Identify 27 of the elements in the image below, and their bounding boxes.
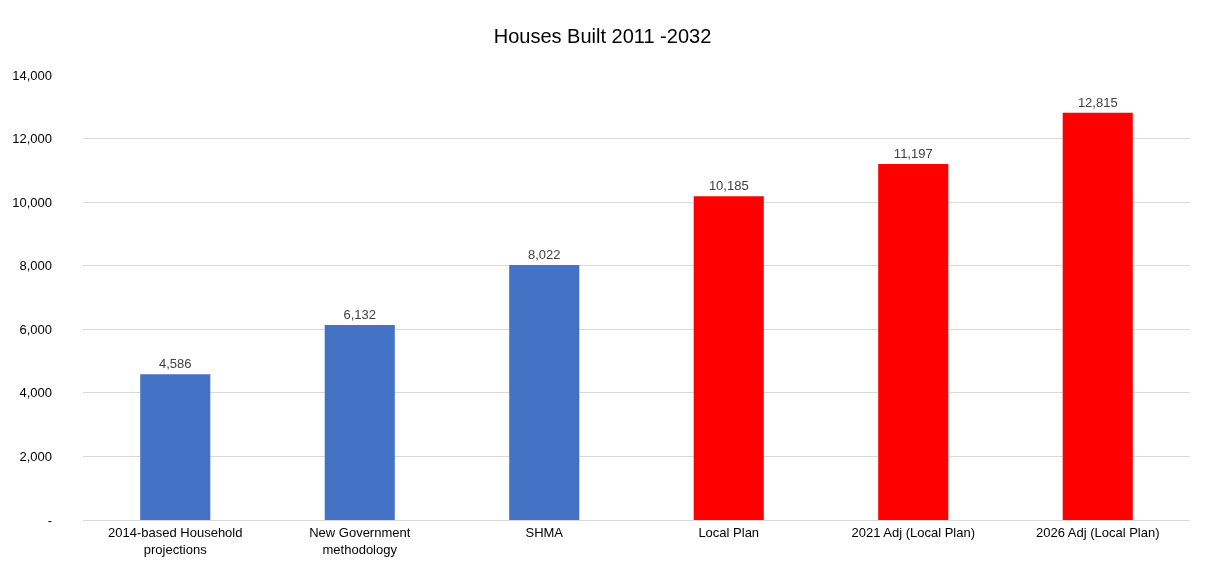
y-tick-label: 6,000 [19, 321, 52, 337]
data-label: 6,132 [343, 307, 377, 323]
x-tick-label: 2021 Adj (Local Plan) [851, 524, 976, 540]
bar [140, 374, 211, 520]
x-tick-label: 2014-based Household projections [108, 524, 243, 557]
bar [324, 325, 395, 520]
bar [509, 265, 580, 520]
y-tick-label: 8,000 [19, 258, 52, 274]
y-tick-label: 2,000 [19, 448, 52, 464]
data-label: 12,815 [1077, 94, 1118, 110]
x-tick-label: SHMA [525, 524, 564, 540]
bar [693, 196, 764, 520]
x-tick-label: 2026 Adj (Local Plan) [1035, 524, 1160, 540]
y-tick-label: 12,000 [12, 131, 52, 147]
x-tick-label: Local Plan [698, 524, 760, 540]
data-label: 4,586 [158, 356, 192, 372]
y-tick-label: 10,000 [12, 194, 52, 210]
data-label: 11,197 [893, 146, 933, 162]
data-label: 8,022 [527, 247, 561, 263]
x-tick-label: New Government methodology [309, 524, 411, 557]
y-tick-label: - [47, 512, 52, 528]
data-label: 10,185 [708, 178, 749, 194]
bar [878, 164, 949, 520]
y-tick-label: 4,000 [19, 385, 52, 401]
chart-title: Houses Built 2011 -2032 [493, 25, 712, 48]
y-tick-label: 14,000 [12, 67, 52, 83]
bar [1062, 112, 1133, 520]
